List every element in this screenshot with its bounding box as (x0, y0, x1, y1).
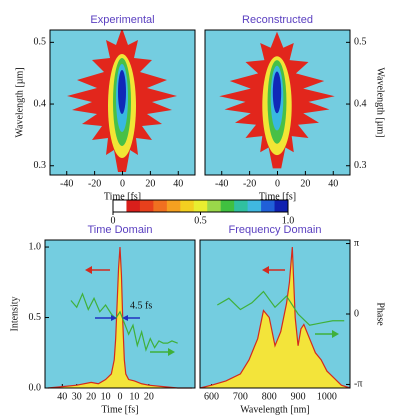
y-tick-label: 0.5 (34, 37, 47, 48)
x-tick-label: 40 (328, 178, 338, 189)
x-tick-label: -20 (243, 178, 256, 189)
plot-frame (199, 239, 351, 389)
y-tick-label: 0.5 (29, 312, 42, 323)
y-axis-label: Wavelength [µm] (14, 67, 25, 137)
x-tick-label: 900 (291, 391, 306, 402)
plot-frame (49, 29, 196, 176)
colorbar-tick-label: 0.5 (194, 215, 207, 226)
y-tick-label: 0.5 (354, 37, 367, 48)
x-tick-label: -20 (88, 178, 101, 189)
x-tick-label: 600 (204, 391, 219, 402)
colorbar-cell (153, 200, 168, 212)
x-tick-label: -40 (60, 178, 73, 189)
colorbar-cell (274, 200, 289, 212)
colorbar-cell (261, 200, 276, 212)
y-axis-label: Intensity (9, 297, 20, 332)
x-tick-label: 0 (120, 178, 125, 189)
y-tick-label: 0.0 (29, 382, 42, 393)
x-tick-label: 0 (275, 178, 280, 189)
y-axis-label: Wavelength [µm] (375, 67, 386, 137)
colorbar-tick-label: 0 (111, 215, 116, 226)
colorbar-cell (166, 200, 181, 212)
colorbar-cell (139, 200, 154, 212)
trace-image (50, 30, 195, 175)
y-tick-label: -π (354, 379, 362, 390)
x-tick-label: 30 (72, 391, 82, 402)
y-tick-label: 0.4 (34, 98, 47, 109)
panel-title: Time Domain (88, 224, 153, 236)
line (217, 290, 345, 326)
line (199, 246, 351, 389)
x-tick-label: 20 (145, 178, 155, 189)
y-tick-label: 0 (354, 308, 359, 319)
panel-title: Reconstructed (242, 14, 313, 26)
area (200, 247, 350, 388)
x-tick-label: 1000 (317, 391, 337, 402)
plot-frame (204, 29, 351, 176)
x-axis-label: Wavelength [nm] (240, 404, 309, 415)
x-tick-label: 0 (118, 391, 123, 402)
x-tick-label: -40 (215, 178, 228, 189)
colorbar-cell (113, 200, 127, 212)
annotation: 4.5 fs (130, 301, 152, 312)
colorbar-cell (234, 200, 249, 212)
x-tick-label: 700 (233, 391, 248, 402)
y-tick-label: 0.3 (34, 160, 47, 171)
x-tick-label: 40 (57, 391, 67, 402)
x-tick-label: 20 (86, 391, 96, 402)
area (47, 247, 193, 388)
trace-image (205, 30, 350, 175)
x-tick-label: 800 (262, 391, 277, 402)
colorbar-cell (193, 200, 208, 212)
panel-title: Experimental (90, 14, 154, 26)
panel-title: Frequency Domain (229, 224, 322, 236)
y-tick-label: 0.3 (354, 160, 367, 171)
x-axis-label: Time [fs] (104, 191, 141, 202)
line (70, 292, 178, 352)
x-tick-label: 10 (129, 391, 139, 402)
colorbar-tick-label: 1.0 (282, 215, 295, 226)
y-tick-label: π (354, 238, 359, 249)
y-tick-label: 0.4 (354, 98, 367, 109)
colorbar-cell (180, 200, 195, 212)
x-tick-label: 20 (300, 178, 310, 189)
colorbar-cell (247, 200, 262, 212)
arrows (85, 266, 339, 356)
line (47, 247, 193, 389)
x-tick-label: 20 (144, 391, 154, 402)
x-tick-label: 10 (101, 391, 111, 402)
colorbar-cell (126, 200, 141, 212)
y2-axis-label: Phase (375, 302, 386, 326)
x-axis-label: Time [fs] (101, 404, 138, 415)
x-tick-label: 40 (173, 178, 183, 189)
plot-frame (44, 239, 196, 389)
x-axis-label: Time [fs] (259, 191, 296, 202)
colorbar-cell (207, 200, 222, 212)
colorbar-cell (220, 200, 235, 212)
y-tick-label: 1.0 (29, 241, 42, 252)
